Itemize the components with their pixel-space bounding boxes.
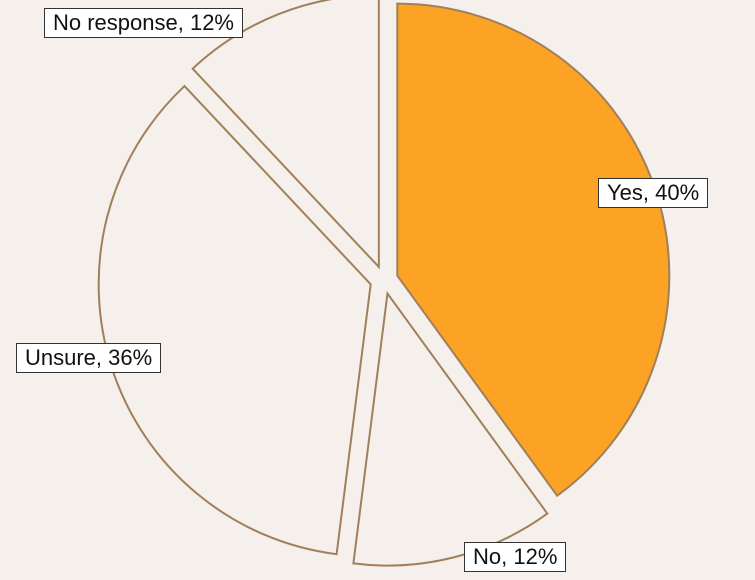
data-label-no-response: No response, 12%	[44, 8, 243, 38]
pie-slice-no	[352, 290, 549, 567]
data-label-unsure: Unsure, 36%	[16, 343, 162, 373]
pie-slice-no-response	[191, 0, 380, 270]
data-label-no: No, 12%	[464, 542, 567, 572]
data-label-yes: Yes, 40%	[598, 178, 709, 208]
